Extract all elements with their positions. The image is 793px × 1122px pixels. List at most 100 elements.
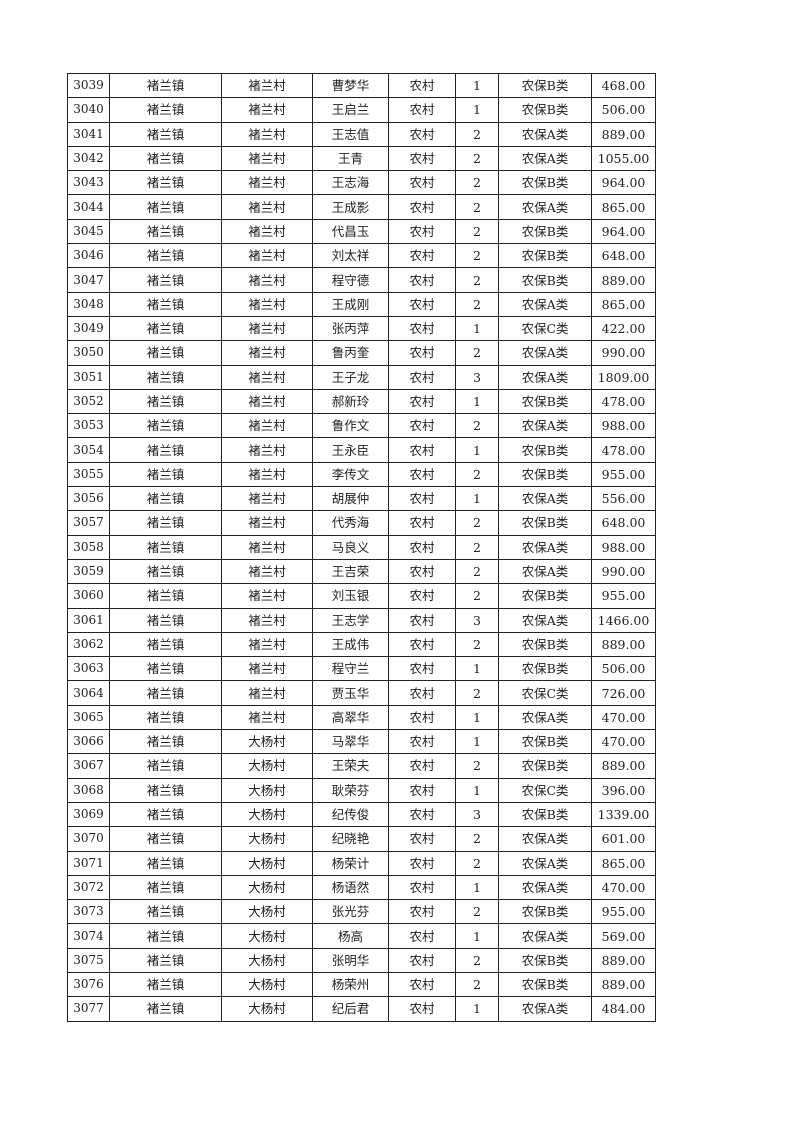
cell-insurance-category: 农保A类: [498, 486, 592, 512]
cell-name: 鲁作文: [312, 413, 389, 439]
cell-name: 王成伟: [312, 631, 389, 658]
cell-name: 王子龙: [312, 364, 389, 390]
cell-town: 褚兰镇: [109, 947, 222, 973]
cell-household-type: 农村: [388, 899, 456, 925]
cell-village: 大杨村: [221, 801, 313, 828]
cell-household-type: 农村: [388, 170, 456, 196]
cell-town: 褚兰镇: [109, 704, 222, 731]
cell-member-count: 1: [455, 486, 499, 512]
cell-town: 褚兰镇: [109, 534, 222, 560]
cell-insurance-category: 农保A类: [498, 874, 592, 901]
cell-name: 纪后君: [312, 996, 389, 1022]
cell-amount: 1055.00: [591, 145, 656, 172]
cell-insurance-category: 农保B类: [498, 971, 592, 998]
cell-household-type: 农村: [388, 534, 456, 560]
cell-amount: 478.00: [591, 388, 656, 415]
cell-town: 褚兰镇: [109, 291, 222, 317]
cell-household-type: 农村: [388, 437, 456, 463]
cell-village: 大杨村: [221, 850, 313, 876]
cell-village: 褚兰村: [221, 364, 313, 390]
cell-member-count: 2: [455, 510, 499, 536]
cell-insurance-category: 农保B类: [498, 97, 592, 123]
cell-row-number: 3046: [67, 243, 110, 269]
cell-name: 刘太祥: [312, 243, 389, 269]
cell-household-type: 农村: [388, 145, 456, 172]
cell-village: 大杨村: [221, 923, 313, 949]
cell-row-number: 3047: [67, 267, 110, 293]
cell-household-type: 农村: [388, 291, 456, 317]
cell-amount: 990.00: [591, 558, 656, 585]
table-row: 3042 褚兰镇 褚兰村 王青 农村 2 农保A类 1055.00: [67, 145, 656, 172]
cell-town: 褚兰镇: [109, 826, 222, 852]
table-row: 3045 褚兰镇 褚兰村 代昌玉 农村 2 农保B类 964.00: [67, 218, 656, 245]
cell-name: 王成影: [312, 194, 389, 220]
cell-member-count: 3: [455, 607, 499, 633]
cell-member-count: 1: [455, 97, 499, 123]
cell-town: 褚兰镇: [109, 315, 222, 342]
table-row: 3051 褚兰镇 褚兰村 王子龙 农村 3 农保A类 1809.00: [67, 364, 656, 390]
table-row: 3066 褚兰镇 大杨村 马翠华 农村 1 农保B类 470.00: [67, 729, 656, 755]
cell-amount: 1466.00: [591, 607, 656, 633]
cell-amount: 648.00: [591, 243, 656, 269]
cell-village: 大杨村: [221, 947, 313, 973]
cell-amount: 988.00: [591, 534, 656, 560]
cell-village: 褚兰村: [221, 607, 313, 633]
cell-name: 马良义: [312, 534, 389, 560]
cell-village: 褚兰村: [221, 704, 313, 731]
table-row: 3070 褚兰镇 大杨村 纪晓艳 农村 2 农保A类 601.00: [67, 826, 656, 852]
cell-insurance-category: 农保A类: [498, 340, 592, 366]
cell-member-count: 1: [455, 315, 499, 342]
cell-name: 王永臣: [312, 437, 389, 463]
cell-amount: 1809.00: [591, 364, 656, 390]
cell-town: 褚兰镇: [109, 996, 222, 1022]
cell-insurance-category: 农保B类: [498, 243, 592, 269]
cell-insurance-category: 农保B类: [498, 510, 592, 536]
cell-amount: 955.00: [591, 899, 656, 925]
cell-village: 大杨村: [221, 874, 313, 901]
cell-member-count: 1: [455, 874, 499, 901]
cell-household-type: 农村: [388, 486, 456, 512]
cell-household-type: 农村: [388, 971, 456, 998]
table-row: 3040 褚兰镇 褚兰村 王启兰 农村 1 农保B类 506.00: [67, 97, 656, 123]
cell-row-number: 3068: [67, 777, 110, 803]
cell-household-type: 农村: [388, 388, 456, 415]
cell-household-type: 农村: [388, 850, 456, 876]
cell-name: 杨荣计: [312, 850, 389, 876]
cell-town: 褚兰镇: [109, 680, 222, 706]
cell-member-count: 2: [455, 218, 499, 245]
cell-insurance-category: 农保B类: [498, 388, 592, 415]
cell-row-number: 3067: [67, 753, 110, 779]
cell-insurance-category: 农保A类: [498, 923, 592, 949]
cell-insurance-category: 农保B类: [498, 583, 592, 609]
cell-town: 褚兰镇: [109, 218, 222, 245]
cell-amount: 865.00: [591, 291, 656, 317]
table-row: 3067 褚兰镇 大杨村 王荣夫 农村 2 农保B类 889.00: [67, 753, 656, 779]
cell-amount: 990.00: [591, 340, 656, 366]
cell-village: 大杨村: [221, 729, 313, 755]
cell-insurance-category: 农保A类: [498, 145, 592, 172]
cell-household-type: 农村: [388, 656, 456, 682]
table-row: 3044 褚兰镇 褚兰村 王成影 农村 2 农保A类 865.00: [67, 194, 656, 220]
cell-member-count: 2: [455, 680, 499, 706]
cell-name: 刘玉银: [312, 583, 389, 609]
cell-village: 褚兰村: [221, 315, 313, 342]
cell-row-number: 3076: [67, 971, 110, 998]
cell-member-count: 1: [455, 388, 499, 415]
cell-row-number: 3074: [67, 923, 110, 949]
cell-name: 纪晓艳: [312, 826, 389, 852]
cell-insurance-category: 农保B类: [498, 947, 592, 973]
cell-insurance-category: 农保B类: [498, 267, 592, 293]
cell-member-count: 1: [455, 704, 499, 731]
cell-name: 耿荣芬: [312, 777, 389, 803]
cell-name: 杨语然: [312, 874, 389, 901]
cell-town: 褚兰镇: [109, 170, 222, 196]
cell-village: 褚兰村: [221, 413, 313, 439]
cell-row-number: 3060: [67, 583, 110, 609]
cell-member-count: 1: [455, 72, 499, 99]
cell-village: 褚兰村: [221, 291, 313, 317]
cell-amount: 506.00: [591, 656, 656, 682]
cell-town: 褚兰镇: [109, 656, 222, 682]
cell-household-type: 农村: [388, 510, 456, 536]
cell-household-type: 农村: [388, 753, 456, 779]
cell-name: 王志值: [312, 121, 389, 147]
